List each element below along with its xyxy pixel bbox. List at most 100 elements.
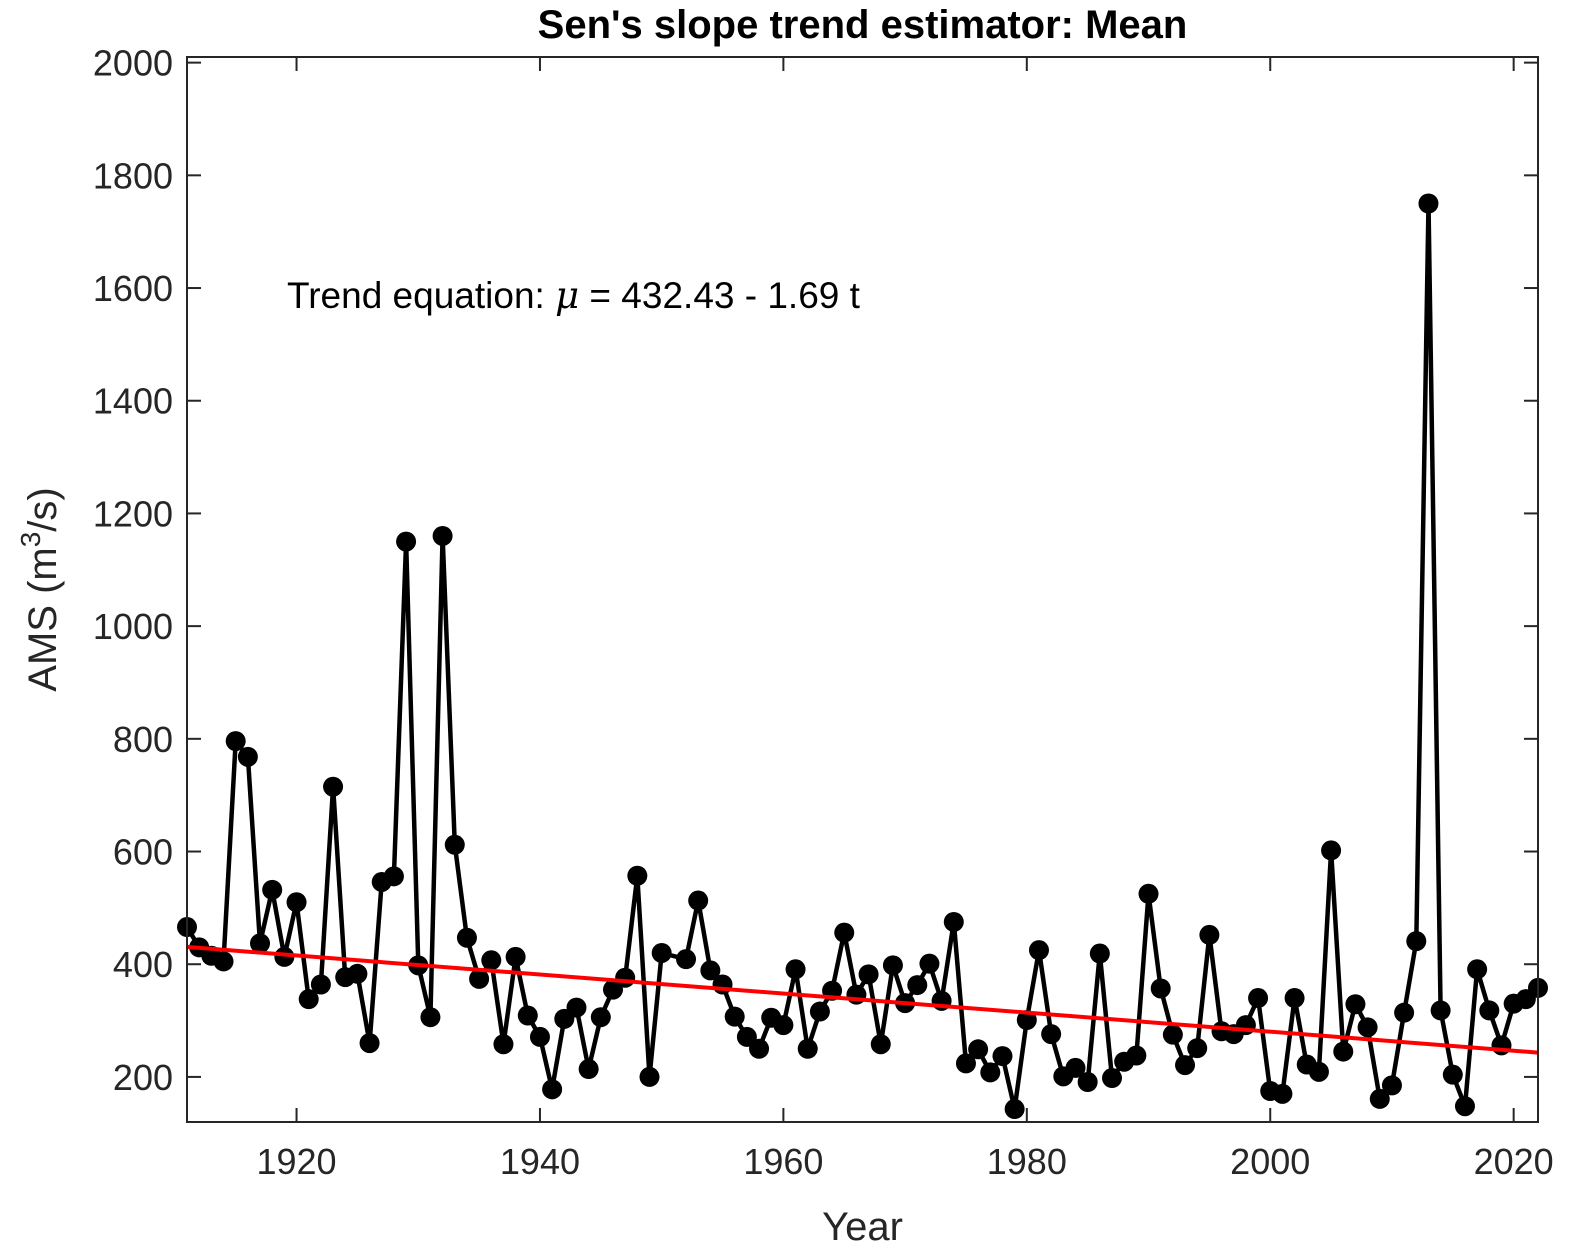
axes-frame (186, 56, 1539, 1123)
data-point (858, 964, 879, 985)
data-point (1041, 1024, 1062, 1045)
data-point (700, 960, 721, 981)
data-point (1077, 1071, 1098, 1092)
y-axis-label-main: AMS (m (21, 547, 65, 691)
y-tick-label: 400 (113, 944, 173, 985)
data-point (615, 967, 636, 988)
data-point (1126, 1045, 1147, 1066)
data-point (1454, 1096, 1475, 1117)
data-point (517, 1005, 538, 1026)
data-point (1028, 940, 1049, 961)
trend-line (186, 944, 1539, 1055)
y-tick-label: 1000 (93, 606, 173, 647)
y-axis-label: AMS (m3/s) (15, 487, 65, 691)
chart-title: Sen's slope trend estimator: Mean (538, 3, 1188, 47)
data-point (493, 1034, 514, 1055)
data-point (1175, 1055, 1196, 1076)
data-point (566, 997, 587, 1018)
y-tick-label: 1200 (93, 493, 173, 534)
data-point (1406, 931, 1427, 952)
x-tick-label: 2000 (1230, 1141, 1310, 1182)
data-point (250, 933, 271, 954)
data-point (542, 1079, 563, 1100)
data-point (651, 942, 672, 963)
data-point (639, 1066, 660, 1087)
data-point (1467, 959, 1488, 980)
data-point (955, 1053, 976, 1074)
data-point (809, 1001, 830, 1022)
data-point (688, 890, 709, 911)
y-tick-label: 1800 (93, 155, 173, 196)
data-point (676, 949, 697, 970)
data-point (298, 989, 319, 1010)
data-point (919, 953, 940, 974)
data-point (383, 866, 404, 887)
y-tick-label: 600 (113, 832, 173, 873)
plot-area (177, 193, 1548, 1120)
data-point (481, 950, 502, 971)
data-point (323, 776, 344, 797)
data-point (262, 879, 283, 900)
x-tick-label: 2020 (1474, 1141, 1554, 1182)
data-point (1321, 840, 1342, 861)
data-point (1357, 1017, 1378, 1038)
data-point (1199, 924, 1220, 945)
y-axis-label-sup: 3 (15, 532, 46, 548)
data-point (797, 1038, 818, 1059)
ticks: 1920 1940 1960 1980 2000 2020 200 400 600 800 1000… (93, 43, 1554, 1182)
data-point (712, 974, 733, 995)
data-point (456, 927, 477, 948)
data-point (724, 1006, 745, 1027)
y-tick-label: 1400 (93, 381, 173, 422)
data-point (834, 922, 855, 943)
data-point (310, 974, 331, 995)
trend-equation-symbol: μ (555, 274, 579, 317)
data-point (1394, 1002, 1415, 1023)
data-point (943, 911, 964, 932)
data-point (237, 746, 258, 767)
data-point (1308, 1061, 1329, 1082)
x-tick-label: 1940 (500, 1141, 580, 1182)
data-point (213, 951, 234, 972)
y-tick-label: 2000 (93, 43, 173, 84)
data-point (1016, 1010, 1037, 1031)
trend-equation-suffix: = 432.43 - 1.69 t (579, 275, 861, 316)
data-point (396, 531, 417, 552)
data-point (1430, 1000, 1451, 1021)
data-point (1418, 193, 1439, 214)
data-point (1333, 1041, 1354, 1062)
data-point (1479, 1000, 1500, 1021)
data-point (1065, 1057, 1086, 1078)
data-point (870, 1034, 891, 1055)
data-point (627, 865, 648, 886)
data-point (225, 731, 246, 752)
data-point (444, 834, 465, 855)
y-tick-label: 1600 (93, 268, 173, 309)
data-point (347, 963, 368, 984)
data-point (749, 1038, 770, 1059)
data-point (907, 975, 928, 996)
y-tick-label: 800 (113, 719, 173, 760)
data-point (1248, 988, 1269, 1009)
data-point (1150, 978, 1171, 999)
data-point (882, 955, 903, 976)
data-point (578, 1059, 599, 1080)
data-point (1187, 1038, 1208, 1059)
data-point (1369, 1088, 1390, 1109)
data-point (420, 1007, 441, 1028)
trend-equation-prefix: Trend equation: (287, 275, 555, 316)
data-point (992, 1046, 1013, 1067)
x-tick-label: 1980 (987, 1141, 1067, 1182)
data-point (1162, 1024, 1183, 1045)
data-point (1442, 1064, 1463, 1085)
data-point (980, 1062, 1001, 1083)
data-point (968, 1039, 989, 1060)
x-tick-label: 1960 (743, 1141, 823, 1182)
data-point (469, 968, 490, 989)
data-point (1345, 994, 1366, 1015)
data-point (785, 959, 806, 980)
data-point (1004, 1099, 1025, 1120)
y-axis-label-end: /s) (21, 487, 65, 531)
data-point (529, 1026, 550, 1047)
